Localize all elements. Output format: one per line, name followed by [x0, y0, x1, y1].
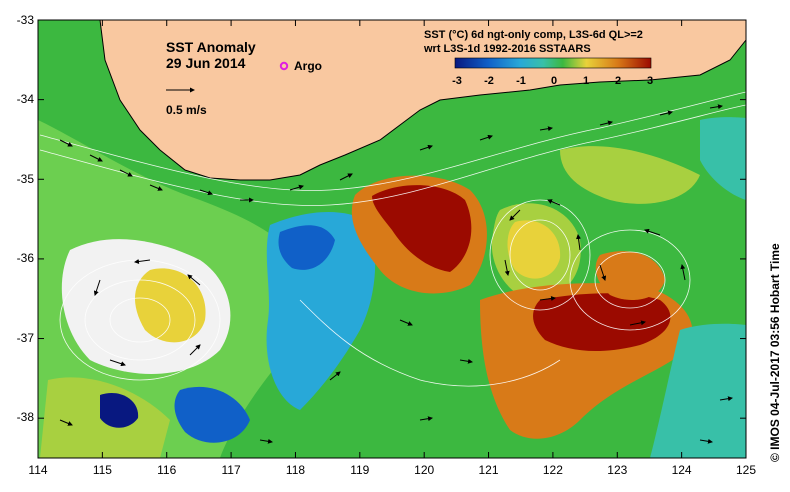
x-tick-label: 122: [543, 463, 563, 477]
sst-field: [38, 20, 746, 458]
x-tick-label: 118: [286, 463, 305, 477]
plot-frame: [37, 19, 747, 459]
argo-marker-icon: [279, 61, 289, 71]
argo-label: Argo: [294, 59, 322, 73]
colorbar-tick-label: -2: [484, 75, 494, 87]
x-tick-label: 124: [672, 463, 692, 477]
map-date: 29 Jun 2014: [166, 55, 246, 71]
y-tick-label: -36: [17, 251, 35, 265]
x-tick-label: 115: [93, 463, 112, 477]
colorbar: [454, 57, 652, 69]
x-axis-labels: 114 115 116 117 118 119 120 121 122 123 …: [28, 463, 756, 477]
product-line-1: SST (°C) 6d ngt-only comp, L3S-6d QL>=2: [424, 29, 643, 41]
y-tick-label: -38: [17, 410, 35, 424]
x-tick-label: 121: [478, 463, 498, 477]
product-line-2: wrt L3S-1d 1992-2016 SSTAARS: [423, 43, 591, 55]
y-tick-label: -37: [17, 331, 35, 345]
colorbar-tick-label: -1: [516, 75, 526, 87]
y-tick-label: -35: [17, 172, 35, 186]
x-tick-label: 123: [607, 463, 627, 477]
y-tick-label: -33: [17, 13, 35, 27]
y-axis-labels: -33 -34 -35 -36 -37 -38: [17, 13, 35, 424]
credit-text: © IMOS 04-Jul-2017 03:56 Hobart Time: [768, 243, 782, 462]
x-tick-label: 119: [350, 463, 369, 477]
colorbar-tick-label: 0: [551, 75, 557, 87]
x-tick-label: 116: [157, 463, 176, 477]
colorbar-labels: -3 -2 -1 0 1 2 3: [452, 75, 653, 87]
colorbar-tick-label: 1: [583, 75, 589, 87]
colorbar-tick-label: 2: [615, 75, 621, 87]
x-tick-label: 120: [414, 463, 434, 477]
x-tick-label: 125: [736, 463, 756, 477]
x-tick-label: 117: [222, 463, 241, 477]
map-title: SST Anomaly: [166, 39, 256, 55]
colorbar-tick-label: -3: [452, 75, 462, 87]
axis-ticks: [37, 19, 747, 458]
x-tick-label: 114: [28, 463, 47, 477]
colorbar-tick-label: 3: [647, 75, 653, 87]
y-tick-label: -34: [17, 92, 35, 106]
scale-label: 0.5 m/s: [166, 103, 207, 117]
